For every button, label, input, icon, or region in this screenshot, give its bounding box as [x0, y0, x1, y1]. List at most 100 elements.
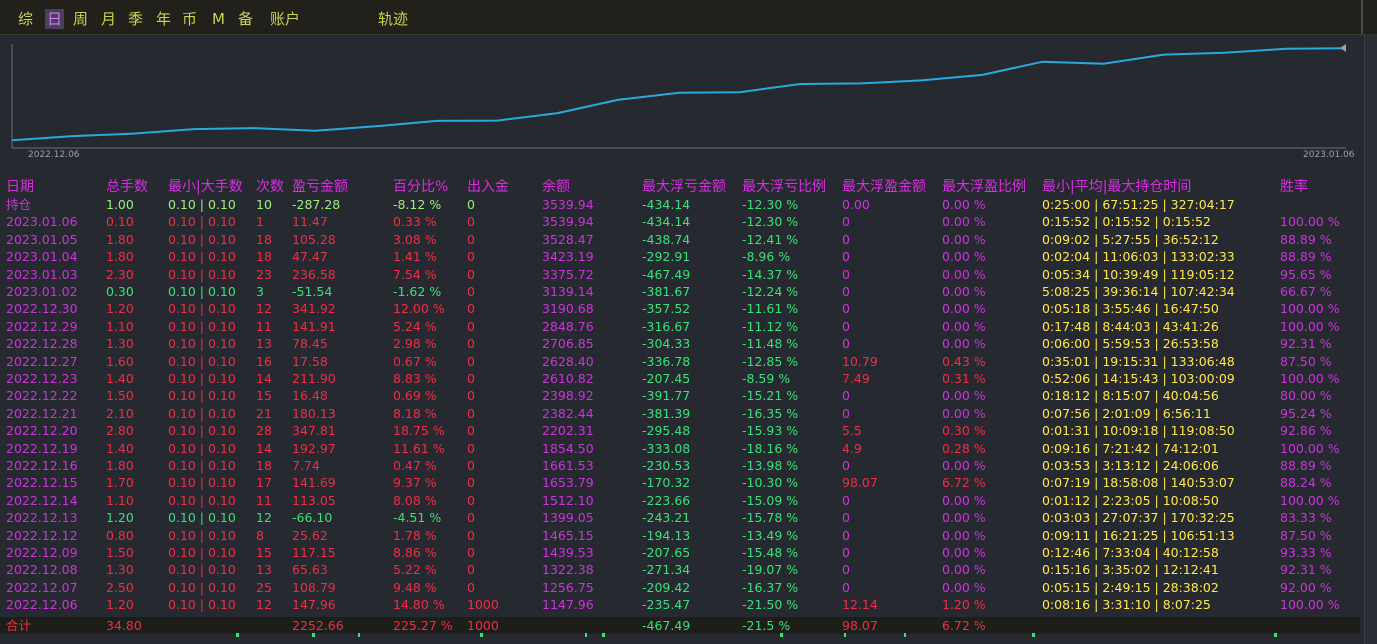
cell-win: 88.89 %	[1280, 249, 1332, 265]
cell-lots: 1.30	[106, 336, 134, 352]
cell-pct: 8.18 %	[393, 405, 437, 421]
cell-mfpp: 0.00 %	[942, 214, 986, 230]
table-row[interactable]: 2022.12.08 1.30 0.10 | 0.10 13 65.63 5.22 % 0 1…	[0, 561, 1360, 578]
cell-io: 0	[467, 284, 475, 299]
cell-date: 2023.01.04	[6, 249, 78, 265]
table-row[interactable]: 2022.12.19 1.40 0.10 | 0.10 14 192.97 11.61 %…	[0, 440, 1360, 457]
tab-weekly[interactable]: 周	[73, 10, 89, 28]
table-row[interactable]: 2023.01.06 0.10 0.10 | 0.10 1 11.47 0.33 % 0 35…	[0, 213, 1360, 230]
table-row[interactable]: 2022.12.28 1.30 0.10 | 0.10 13 78.45 2.98 % 0 2…	[0, 335, 1360, 352]
cell-io: 0	[467, 545, 475, 560]
cell-io: 0	[467, 458, 475, 473]
tab-daily[interactable]: 日	[45, 9, 65, 29]
cell-win: 88.89 %	[1280, 458, 1332, 473]
table-row[interactable]: 2022.12.09 1.50 0.10 | 0.10 15 117.15 8.86 % 0…	[0, 544, 1360, 561]
cell-lots: 1.80	[106, 231, 134, 247]
tab-yearly[interactable]: 年	[156, 10, 172, 28]
tab-notes[interactable]: 备	[238, 10, 254, 28]
cell-mflp: -18.16 %	[742, 440, 799, 456]
cell-io: 0	[467, 318, 475, 334]
table-row[interactable]: 2022.12.06 1.20 0.10 | 0.10 12 147.96 14.80 %…	[0, 596, 1360, 613]
cell-minmax: 0.10 | 0.10	[168, 562, 236, 578]
cell-minmax: 0.10 | 0.10	[168, 405, 236, 421]
table-row[interactable]: 2022.12.16 1.80 0.10 | 0.10 18 7.74 0.47 % 0 16…	[0, 457, 1360, 474]
cell-mfl: -292.91	[642, 249, 691, 265]
tab-track[interactable]: 轨迹	[378, 10, 409, 28]
cell-balance: 3375.72	[542, 266, 594, 282]
cell-lots: 1.60	[106, 353, 134, 369]
cell-lots: 1.00	[106, 197, 134, 212]
cell-mfpp: 0.00 %	[942, 249, 986, 265]
cell-hold: 0:25:00 | 67:51:25 | 327:04:17	[1042, 197, 1235, 212]
table-row[interactable]: 2022.12.20 2.80 0.10 | 0.10 28 347.81 18.75 %…	[0, 422, 1360, 439]
cell-win: 83.33 %	[1280, 510, 1332, 526]
cell-lots: 1.20	[106, 597, 134, 613]
chart-x-start-label: 2022.12.06	[28, 150, 80, 160]
cell-balance: 2382.44	[542, 405, 594, 421]
cell-lots: 1.50	[106, 388, 134, 404]
table-row[interactable]: 2022.12.12 0.80 0.10 | 0.10 8 25.62 1.78 % 0 14…	[0, 527, 1360, 544]
table-row[interactable]: 2023.01.04 1.80 0.10 | 0.10 18 47.47 1.41 % 0 3…	[0, 248, 1360, 265]
table-row[interactable]: 2023.01.03 2.30 0.10 | 0.10 23 236.58 7.54 % 0…	[0, 266, 1360, 283]
cell-io: 0	[467, 266, 475, 282]
table-row[interactable]: 2022.12.13 1.20 0.10 | 0.10 12 -66.10 -4.51 %…	[0, 509, 1360, 526]
cell-mfpp: 0.00 %	[942, 231, 986, 247]
cell-pct: 2.98 %	[393, 336, 437, 352]
equity-line	[11, 47, 1347, 142]
cell-mfl: -235.47	[642, 597, 691, 613]
tab-account[interactable]: 账户	[270, 10, 301, 28]
cell-lots: 1.40	[106, 440, 134, 456]
table-row[interactable]: 2022.12.15 1.70 0.10 | 0.10 17 141.69 9.37 % 0…	[0, 474, 1360, 491]
cell-lots: 2.50	[106, 579, 134, 595]
cell-mflp: -15.93 %	[742, 423, 799, 439]
cell-mfp: 0	[842, 284, 850, 299]
cell-io: 0	[467, 388, 475, 404]
cell-count: 21	[256, 405, 272, 421]
cell-pct: 0.67 %	[393, 353, 437, 369]
cell-count: 1	[256, 214, 264, 230]
table-row[interactable]: 2022.12.14 1.10 0.10 | 0.10 11 113.05 8.08 % 0…	[0, 492, 1360, 509]
table-row[interactable]: 2023.01.02 0.30 0.10 | 0.10 3 -51.54 -1.62 % 0…	[0, 283, 1360, 300]
tab-m[interactable]: M	[212, 10, 225, 28]
table-row[interactable]: 2022.12.30 1.20 0.10 | 0.10 12 341.92 12.00 %…	[0, 300, 1360, 317]
cell-count: 12	[256, 510, 272, 526]
cell-mfp: 0	[842, 405, 850, 421]
table-row[interactable]: 2022.12.07 2.50 0.10 | 0.10 25 108.79 9.48 % 0…	[0, 579, 1360, 596]
cell-mfp: 0	[842, 266, 850, 282]
cell-count: 14	[256, 371, 272, 386]
cell-win: 100.00 %	[1280, 214, 1340, 230]
vertical-scrollbar[interactable]	[1364, 34, 1377, 644]
cell-count: 18	[256, 249, 272, 265]
table-row[interactable]: 2022.12.22 1.50 0.10 | 0.10 15 16.48 0.69 % 0 2…	[0, 387, 1360, 404]
cell-win: 92.00 %	[1280, 579, 1332, 595]
cell-mfl: -207.45	[642, 371, 691, 386]
cell-win: 80.00 %	[1280, 388, 1332, 404]
table-row[interactable]: 2022.12.27 1.60 0.10 | 0.10 16 17.58 0.67 % 0 2…	[0, 353, 1360, 370]
table-row[interactable]: 2022.12.29 1.10 0.10 | 0.10 11 141.91 5.24 % 0…	[0, 318, 1360, 335]
tab-currency[interactable]: 币	[182, 10, 198, 28]
cell-balance: 1512.10	[542, 492, 594, 508]
cell-hold: 0:03:53 | 3:13:12 | 24:06:06	[1042, 458, 1219, 473]
cell-pnl: 113.05	[292, 492, 336, 508]
cell-date: 2022.12.29	[6, 318, 78, 334]
table-row[interactable]: 2022.12.21 2.10 0.10 | 0.10 21 180.13 8.18 % 0…	[0, 405, 1360, 422]
cell-minmax: 0.10 | 0.10	[168, 579, 236, 595]
cell-lots: 1.70	[106, 475, 134, 491]
cell-mfl: -230.53	[642, 458, 691, 473]
tab-monthly[interactable]: 月	[101, 10, 117, 28]
cell-date: 持仓	[6, 197, 32, 212]
cell-hold: 0:15:52 | 0:15:52 | 0:15:52	[1042, 214, 1211, 230]
tab-quarterly[interactable]: 季	[128, 10, 144, 28]
tab-summary[interactable]: 综	[18, 10, 34, 28]
cell-mfpp: 0.00 %	[942, 579, 986, 595]
cell-mfpp: 0.00 %	[942, 336, 986, 352]
table-row[interactable]: 持仓 1.00 0.10 | 0.10 10 -287.28 -8.12 % 0 3539.9…	[0, 196, 1360, 213]
total-row: 合计 34.80 2252.66 225.27 % 1000 -467.49 -…	[0, 617, 1360, 634]
cell-date: 2022.12.08	[6, 562, 78, 578]
table-row[interactable]: 2022.12.23 1.40 0.10 | 0.10 14 211.90 8.83 % 0…	[0, 370, 1360, 387]
cell-mflp: -10.30 %	[742, 475, 799, 491]
table-row[interactable]: 2023.01.05 1.80 0.10 | 0.10 18 105.28 3.08 % 0…	[0, 231, 1360, 248]
cell-mfp: 0	[842, 562, 850, 578]
cell-win: 87.50 %	[1280, 527, 1332, 543]
cell-mfpp: 0.28 %	[942, 440, 986, 456]
